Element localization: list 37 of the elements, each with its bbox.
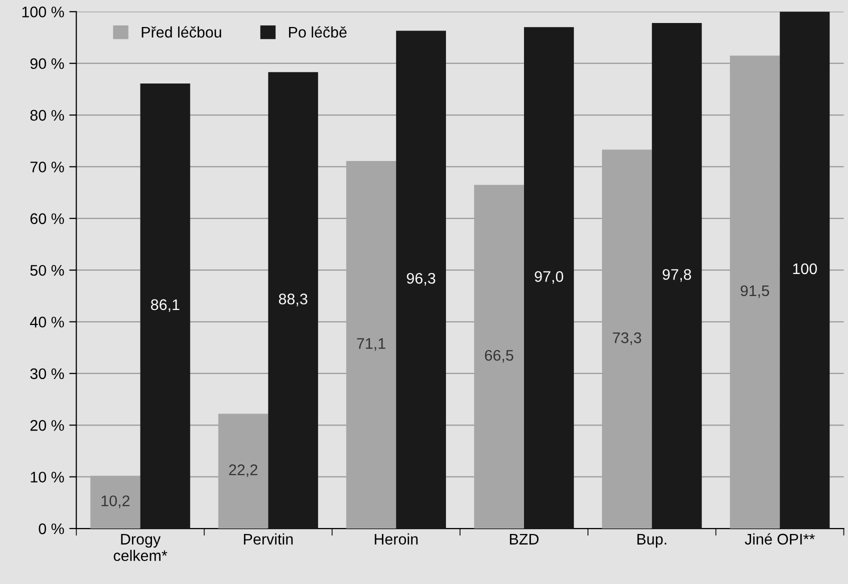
bar xyxy=(780,12,830,529)
x-tick-label: Jiné OPI** xyxy=(744,533,815,545)
y-tick-label: 0 % xyxy=(38,523,64,534)
bar xyxy=(268,72,318,529)
bar xyxy=(524,27,574,529)
legend-label: Po léčbě xyxy=(289,26,347,38)
y-tick-label: 70 % xyxy=(30,162,64,172)
data-label: 100 xyxy=(793,263,817,274)
y-tick-label: 30 % xyxy=(30,368,64,380)
data-label: 88,3 xyxy=(278,294,308,306)
legend-label: Před léčbou xyxy=(142,26,222,38)
bar xyxy=(140,84,190,529)
y-tick-label: 40 % xyxy=(30,316,64,328)
data-label: 97,0 xyxy=(534,271,564,284)
y-tick-label: 60 % xyxy=(30,213,64,224)
y-tick-label: 90 % xyxy=(30,58,64,70)
x-tick-label: Heroin xyxy=(374,533,418,545)
data-label: 73,3 xyxy=(612,332,642,346)
data-label: 97,8 xyxy=(662,269,692,282)
data-label: 86,1 xyxy=(151,299,180,312)
data-label: 10,2 xyxy=(102,495,130,508)
x-tick-label: Bup. xyxy=(637,534,666,548)
y-tick-label: 80 % xyxy=(30,110,64,121)
data-label: 71,1 xyxy=(357,338,386,351)
data-label: 96,3 xyxy=(406,272,436,286)
data-label: 66,5 xyxy=(484,350,514,363)
bar xyxy=(652,23,702,529)
y-tick-label: 20 % xyxy=(30,420,64,431)
y-tick-label: 50 % xyxy=(30,264,64,276)
y-tick-label: 100 % xyxy=(22,6,64,18)
x-tick-label: Drogy celkem* xyxy=(114,534,168,562)
x-tick-label: BZD xyxy=(510,534,539,544)
x-tick-label: Pervitin xyxy=(244,533,293,545)
y-tick-label: 10 % xyxy=(30,472,64,483)
data-label: 22,2 xyxy=(229,464,258,478)
data-label: 91,5 xyxy=(740,285,770,298)
bar xyxy=(396,30,446,529)
